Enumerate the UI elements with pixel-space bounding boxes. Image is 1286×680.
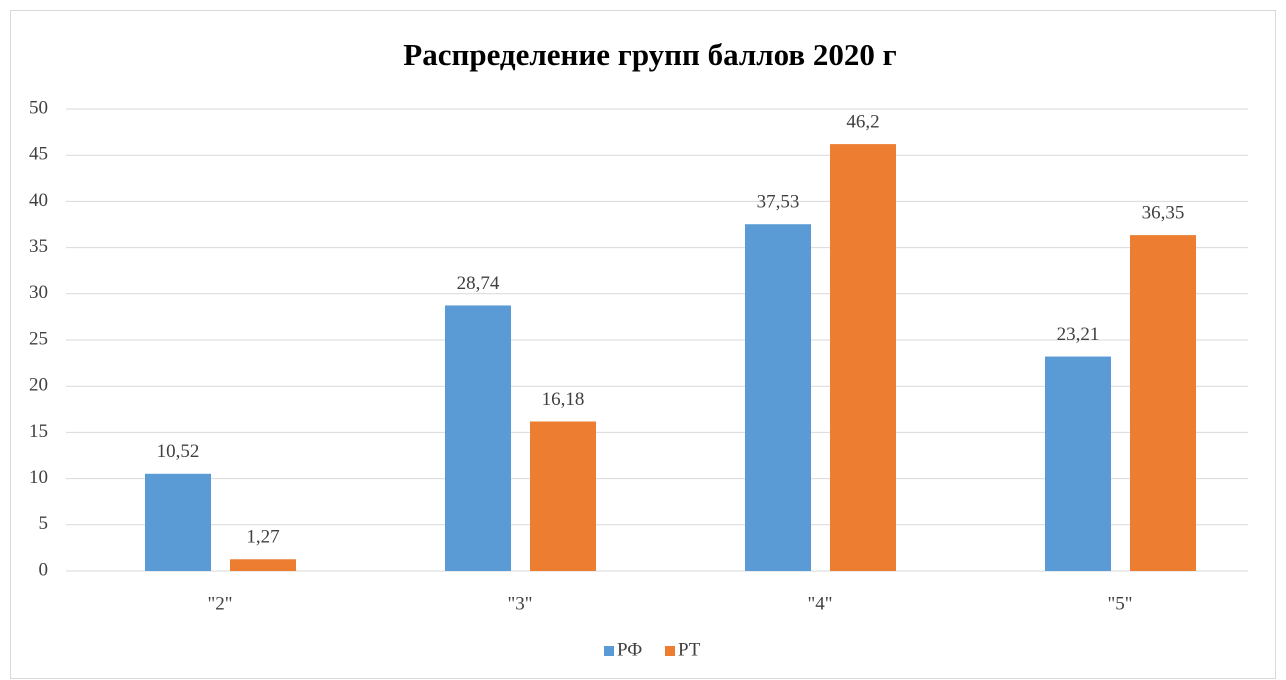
bar [1045, 356, 1111, 571]
value-label: 36,35 [1142, 202, 1185, 223]
y-tick-label: 40 [29, 190, 48, 211]
value-label: 28,74 [457, 273, 500, 294]
value-label: 10,52 [157, 441, 200, 462]
bar [230, 559, 296, 571]
y-tick-label: 35 [29, 236, 48, 257]
legend-label: РТ [678, 639, 701, 660]
bar [445, 305, 511, 571]
x-tick-label: "4" [807, 593, 832, 614]
value-label: 23,21 [1057, 324, 1100, 345]
bar [1130, 235, 1196, 571]
x-tick-label: "3" [507, 593, 532, 614]
bar [830, 144, 896, 571]
y-tick-label: 10 [29, 467, 48, 488]
y-tick-label: 0 [39, 559, 49, 580]
y-tick-label: 50 [29, 97, 48, 118]
y-tick-label: 30 [29, 282, 48, 303]
y-tick-label: 5 [39, 513, 49, 534]
bar [145, 473, 211, 571]
x-tick-label: "5" [1107, 593, 1132, 614]
y-tick-label: 15 [29, 421, 48, 442]
y-tick-label: 45 [29, 144, 48, 165]
x-tick-label: "2" [207, 593, 232, 614]
bar [530, 421, 596, 571]
value-label: 16,18 [542, 389, 585, 410]
y-tick-label: 20 [29, 375, 48, 396]
value-label: 1,27 [246, 527, 279, 548]
y-tick-label: 25 [29, 328, 48, 349]
legend-swatch [665, 646, 675, 656]
legend-label: РФ [617, 639, 642, 660]
legend-swatch [604, 646, 614, 656]
bar [745, 224, 811, 572]
value-label: 46,2 [846, 111, 879, 132]
value-label: 37,53 [757, 192, 800, 213]
chart-title: Распределение групп баллов 2020 г [403, 37, 896, 72]
